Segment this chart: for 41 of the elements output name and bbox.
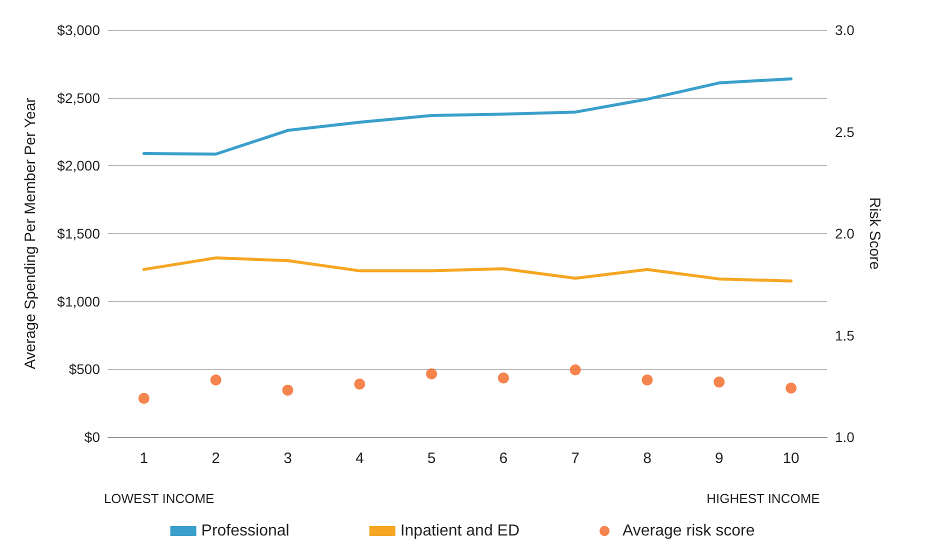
point [786,382,797,394]
x-tick-label: 10 [782,450,800,467]
x-tick-label: 2 [212,450,220,467]
y2-tick-label: 2.5 [835,124,855,140]
y-tick-label: $3,000 [57,22,100,38]
x-tick-label: 9 [714,450,724,467]
x-tick-label: 4 [355,450,364,467]
y-tick-label: $500 [68,361,100,378]
y-tick-label: $0 [84,429,100,445]
y2-tick-label: 1.5 [835,327,855,344]
y-tick-label: $2,000 [57,158,100,174]
x-tick-label: 8 [643,450,652,467]
y2-tick-label: 2.0 [835,226,855,242]
legend-label: Inpatient and ED [400,522,520,540]
x-tick-label: 5 [427,450,436,467]
text: HIGHEST INCOME [706,491,820,506]
point [498,372,509,384]
point [642,374,653,386]
y2-axis-title: Risk Score [866,197,883,270]
y-axis-title: Average Spending Per Member Per Year [22,98,39,370]
point [570,364,581,376]
legend-label: Professional [201,522,290,540]
legend-label: Average risk score [622,522,755,540]
point [210,374,222,386]
y-tick-label: $1,500 [57,226,100,242]
x-tick-label: 6 [499,450,508,467]
x-tick-label: 1 [140,450,148,467]
line-series [142,77,793,156]
y2-tick-label: 3.0 [835,22,855,38]
x-tick-label: 3 [284,450,292,467]
point [138,392,150,404]
point [354,378,366,390]
text: LOWEST INCOME [104,491,215,506]
y2-tick-label: 1.0 [835,429,855,445]
point [282,384,294,396]
y-tick-label: $1,000 [57,293,100,310]
point [426,368,438,380]
y-tick-label: $2,500 [57,90,100,106]
line-series [142,256,793,282]
x-tick-label: 7 [571,450,580,467]
point [714,376,725,388]
